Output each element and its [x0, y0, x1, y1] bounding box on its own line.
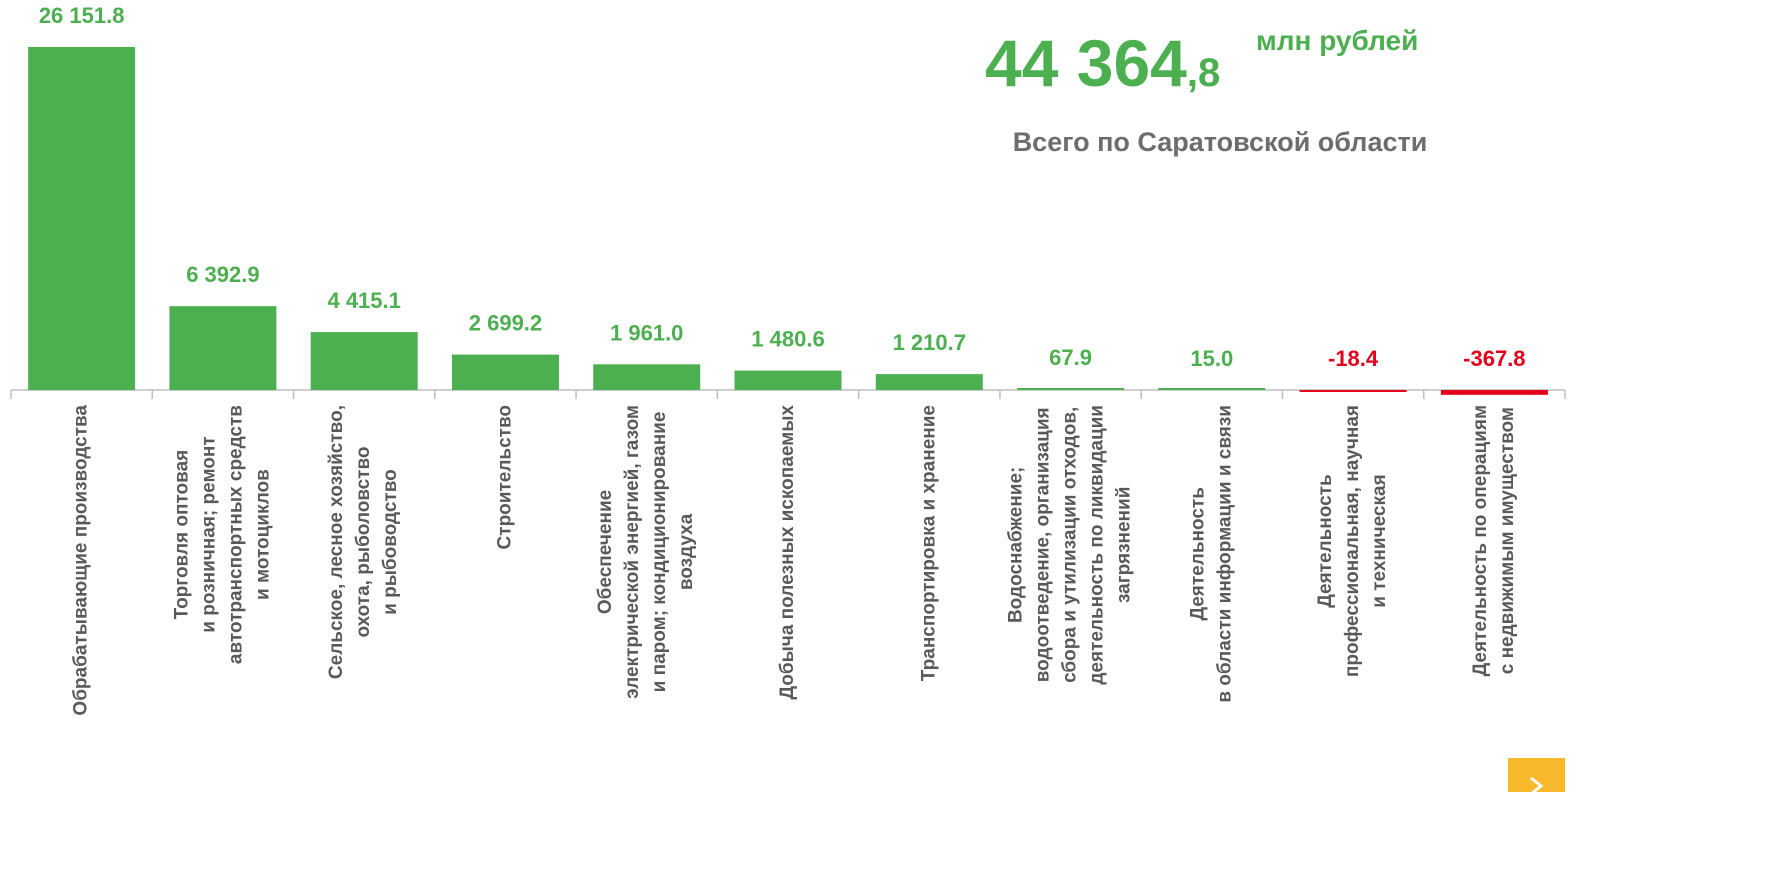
value-label: 1 961.0 [610, 320, 683, 345]
value-label: 4 415.1 [327, 288, 400, 313]
bar [169, 306, 277, 390]
value-label: 1 210.7 [893, 330, 966, 355]
value-label: 6 392.9 [186, 262, 259, 287]
category-label: Деятельность в области информации и связи [1187, 405, 1235, 703]
bar [1440, 390, 1548, 395]
category-label: Торговля оптовая и розничная; ремонт автот… [171, 405, 273, 664]
value-label: 1 480.6 [751, 327, 824, 352]
bar [875, 374, 983, 390]
chevron[interactable] [1530, 776, 1544, 796]
category-label: Деятельность профессиональная, научная и т… [1315, 405, 1390, 677]
value-label: -18.4 [1328, 346, 1379, 371]
bar [1158, 388, 1266, 390]
category-label: Транспортировка и хранение [918, 405, 939, 681]
total-decimal: ,8 [1187, 51, 1220, 95]
category-label: Обрабатывающие производства [71, 405, 92, 716]
category-label: Обеспечение электрической энергией, газом… [595, 405, 697, 699]
value-label: -367.8 [1463, 346, 1525, 371]
bar [593, 364, 701, 390]
category-label: Сельское, лесное хозяйство, охота, рыболо… [326, 405, 401, 679]
bar [734, 370, 842, 390]
next-button[interactable] [1508, 758, 1565, 796]
bar [310, 332, 418, 390]
button-bg[interactable] [1508, 758, 1565, 792]
bar [1017, 388, 1125, 390]
unit: млн рублей [1256, 25, 1418, 56]
category-label: Добыча полезных ископаемых [777, 405, 798, 700]
value-label: 15.0 [1190, 346, 1233, 371]
bar [28, 47, 136, 390]
value-label: 67.9 [1049, 345, 1092, 370]
value-label: 2 699.2 [469, 311, 542, 336]
category-label: Строительство [494, 405, 515, 549]
bar [451, 354, 559, 390]
total: 44 364,8 [985, 26, 1220, 100]
caption: Всего по Саратовской области [1013, 127, 1428, 157]
category-label: Деятельность по операциям с недвижимым им… [1470, 405, 1518, 676]
bar [1299, 390, 1407, 392]
total-integer: 44 364 [985, 26, 1187, 100]
value-label: 26 151.8 [39, 3, 125, 28]
category-label: Водоснабжение; водоотведение, организация… [1006, 405, 1135, 685]
